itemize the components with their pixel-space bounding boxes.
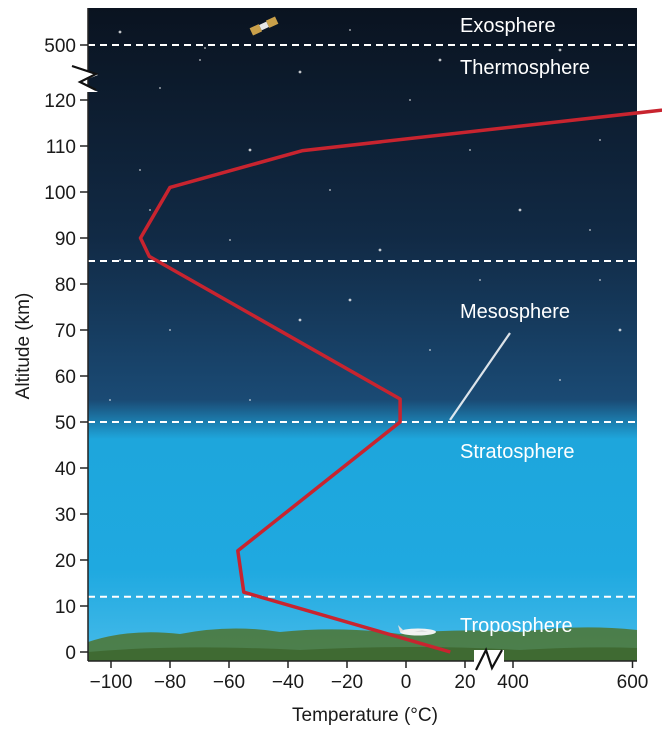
axes: 0 10 20 30 40 50 60 70 80 90 100 110 120 500 −100 −80 −6…: [44, 8, 649, 693]
star: [159, 87, 161, 89]
star: [349, 29, 351, 31]
y-axis-break-mask: [66, 63, 98, 92]
star: [618, 328, 622, 332]
star: [599, 279, 601, 281]
x-tick-label: 0: [401, 672, 412, 693]
layer-label-strato: Stratosphere: [460, 441, 575, 463]
star: [438, 58, 442, 62]
x-tick-label: 600: [617, 672, 649, 693]
satellite-panel-right: [265, 16, 279, 28]
star: [589, 229, 591, 231]
star: [329, 189, 331, 191]
y-tick-label: 120: [44, 91, 76, 112]
y-axis-break-marker: [71, 64, 99, 91]
x-axis-title: Temperature (°C): [292, 705, 438, 726]
layer-label-meso: Mesosphere: [460, 301, 570, 323]
satellite-icon: [249, 16, 279, 36]
star: [599, 139, 601, 141]
y-tick-label: 500: [44, 36, 76, 57]
star: [378, 248, 382, 252]
star: [559, 379, 561, 381]
y-tick-label: 80: [55, 275, 76, 296]
y-tick-label: 10: [55, 597, 76, 618]
x-tick-label: 400: [497, 672, 529, 693]
star: [409, 99, 411, 101]
layer-label-exo: Exosphere: [460, 15, 556, 37]
satellite-body: [259, 21, 269, 31]
plot-area: Exosphere Thermosphere Mesosphere Stratosph…: [88, 15, 662, 654]
star: [249, 399, 251, 401]
star: [199, 59, 201, 61]
star: [119, 259, 121, 261]
star: [149, 209, 151, 211]
ground-foreground: [88, 647, 637, 661]
x-axis-break-marker: [475, 647, 503, 671]
star: [118, 30, 122, 34]
airplane-tail: [398, 625, 404, 632]
y-tick-label: 110: [46, 137, 76, 158]
y-tick-label: 0: [65, 643, 76, 664]
y-tick-label: 40: [55, 459, 76, 480]
y-tick-label: 50: [55, 413, 76, 434]
sky-panel: [88, 8, 637, 661]
star: [558, 48, 562, 52]
satellite-panel-left: [249, 24, 263, 36]
y-tick-label: 30: [55, 505, 76, 526]
star: [469, 149, 471, 151]
x-tick-label: −40: [272, 672, 304, 693]
sky-background: [88, 8, 637, 661]
x-tick-label: −60: [213, 672, 245, 693]
airplane-wing: [414, 630, 428, 632]
layer-label-thermo: Thermosphere: [460, 57, 590, 79]
star: [204, 47, 206, 49]
y-tick-label: 70: [55, 321, 76, 342]
x-tick-label: 20: [454, 672, 475, 693]
star: [298, 70, 302, 74]
y-tick-label: 20: [55, 551, 76, 572]
x-tick-label: −100: [90, 672, 133, 693]
airplane-icon: [398, 625, 436, 636]
y-tick-label: 90: [55, 229, 76, 250]
star: [429, 349, 431, 351]
y-tick-label: 100: [44, 183, 76, 204]
temperature-profile-line: [138, 108, 662, 654]
meteor-streak: [449, 332, 511, 421]
y-axis-title: Altitude (km): [13, 293, 34, 400]
star: [229, 239, 231, 241]
layer-label-tropo: Troposphere: [460, 615, 573, 637]
star: [169, 329, 171, 331]
x-tick-label: −20: [331, 672, 363, 693]
x-tick-label: −80: [154, 672, 186, 693]
star: [248, 148, 252, 152]
star: [518, 208, 522, 212]
star: [348, 298, 352, 302]
star: [109, 399, 111, 401]
star: [298, 318, 302, 322]
y-tick-label: 60: [55, 367, 76, 388]
star: [479, 279, 481, 281]
star: [139, 169, 141, 171]
